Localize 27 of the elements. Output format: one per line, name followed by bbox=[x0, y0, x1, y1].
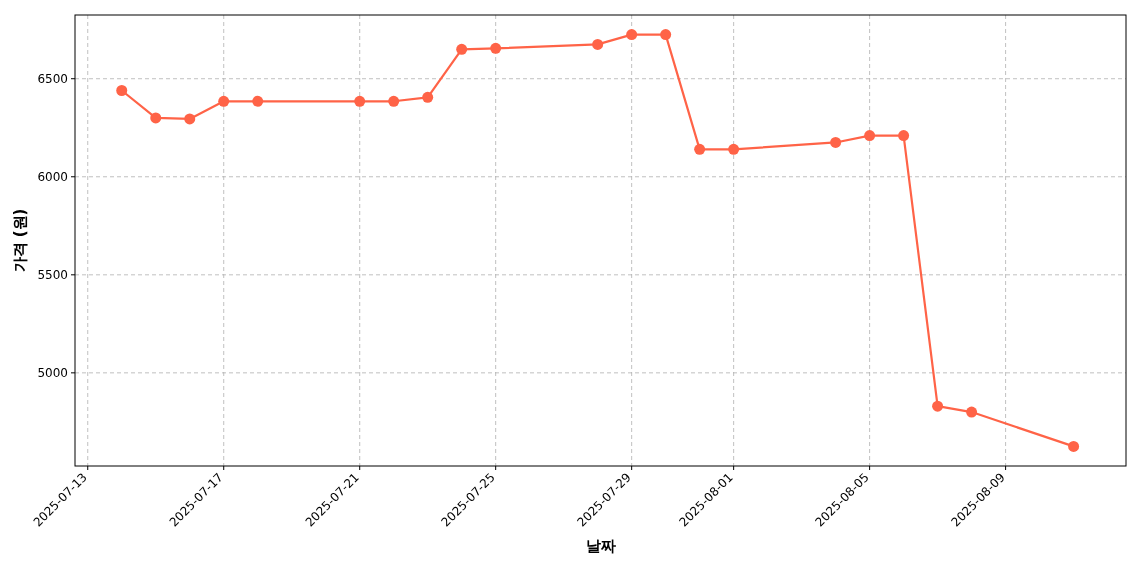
point bbox=[864, 130, 876, 142]
point bbox=[252, 95, 264, 107]
point bbox=[966, 406, 978, 418]
point bbox=[218, 95, 230, 107]
point bbox=[626, 29, 638, 41]
point bbox=[422, 91, 434, 103]
point bbox=[592, 38, 604, 50]
point bbox=[456, 43, 468, 55]
point bbox=[354, 95, 366, 107]
point bbox=[932, 400, 944, 412]
point bbox=[830, 136, 842, 148]
y-tick-label: 6500 bbox=[37, 71, 68, 86]
point bbox=[388, 95, 400, 107]
point bbox=[898, 130, 910, 142]
point bbox=[490, 42, 502, 54]
point bbox=[694, 143, 706, 155]
point bbox=[150, 112, 162, 124]
y-tick-label: 5000 bbox=[37, 365, 68, 380]
point bbox=[1068, 440, 1080, 452]
y-tick-label: 6000 bbox=[37, 169, 68, 184]
y-tick-label: 5500 bbox=[37, 267, 68, 282]
y-axis-title: 가격 (원) bbox=[11, 208, 29, 273]
point bbox=[184, 113, 196, 125]
point bbox=[116, 84, 128, 96]
point bbox=[660, 29, 672, 41]
x-axis-title: 날짜 bbox=[585, 537, 616, 555]
point bbox=[728, 143, 740, 155]
